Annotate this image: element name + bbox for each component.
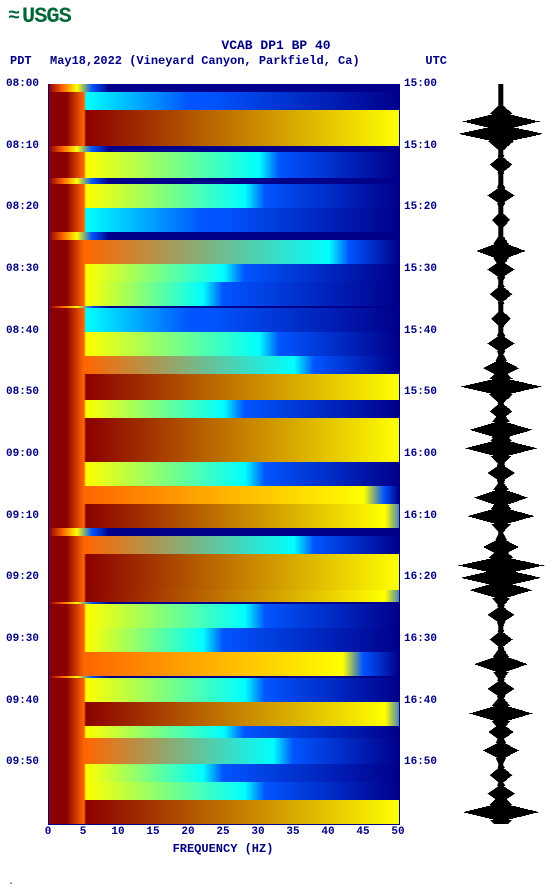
ytick-right: 16:20 [404, 571, 437, 583]
ytick-left: 08:00 [6, 78, 39, 90]
chart-title: VCAB DP1 BP 40 [0, 38, 552, 53]
ytick-right: 16:10 [404, 510, 437, 522]
xtick: 10 [111, 826, 124, 838]
y-axis-right: 15:0015:1015:2015:3015:4015:5016:0016:10… [404, 84, 444, 824]
x-axis-ticks: 05101520253035404550 [48, 826, 398, 840]
footer-mark: . [8, 877, 14, 888]
xtick: 35 [286, 826, 299, 838]
logo-text: USGS [22, 4, 71, 29]
ytick-left: 08:50 [6, 386, 39, 398]
ytick-left: 08:20 [6, 201, 39, 213]
ytick-left: 09:30 [6, 633, 39, 645]
logo-wave-icon: ≈ [8, 5, 20, 28]
ytick-right: 16:40 [404, 695, 437, 707]
ytick-right: 16:30 [404, 633, 437, 645]
xtick: 25 [216, 826, 229, 838]
ytick-right: 15:30 [404, 263, 437, 275]
ytick-left: 09:40 [6, 695, 39, 707]
ytick-left: 08:40 [6, 325, 39, 337]
xtick: 30 [251, 826, 264, 838]
ytick-left: 09:50 [6, 756, 39, 768]
ytick-right: 16:50 [404, 756, 437, 768]
xtick: 40 [321, 826, 334, 838]
xtick: 45 [356, 826, 369, 838]
xtick: 15 [146, 826, 159, 838]
ytick-left: 09:00 [6, 448, 39, 460]
chart-subtitle: PDT May18,2022 (Vineyard Canyon, Parkfie… [0, 54, 552, 68]
date-station-label: May18,2022 (Vineyard Canyon, Parkfield, … [50, 54, 407, 68]
ytick-right: 15:50 [404, 386, 437, 398]
ytick-right: 15:00 [404, 78, 437, 90]
xtick: 5 [80, 826, 87, 838]
xtick: 50 [391, 826, 404, 838]
ytick-left: 09:10 [6, 510, 39, 522]
xtick: 20 [181, 826, 194, 838]
ytick-right: 15:40 [404, 325, 437, 337]
ytick-right: 15:20 [404, 201, 437, 213]
waveform-plot [456, 84, 546, 824]
spectrogram-plot [48, 84, 400, 825]
ytick-left: 09:20 [6, 571, 39, 583]
xtick: 0 [45, 826, 52, 838]
ytick-left: 08:30 [6, 263, 39, 275]
x-axis-label: FREQUENCY (HZ) [48, 842, 398, 856]
ytick-right: 16:00 [404, 448, 437, 460]
y-axis-left: 08:0008:1008:2008:3008:4008:5009:0009:10… [6, 84, 46, 824]
ytick-right: 15:10 [404, 140, 437, 152]
usgs-logo: ≈ USGS [8, 4, 71, 29]
ytick-left: 08:10 [6, 140, 39, 152]
tz-left-label: PDT [10, 54, 50, 68]
tz-right-label: UTC [407, 54, 552, 68]
